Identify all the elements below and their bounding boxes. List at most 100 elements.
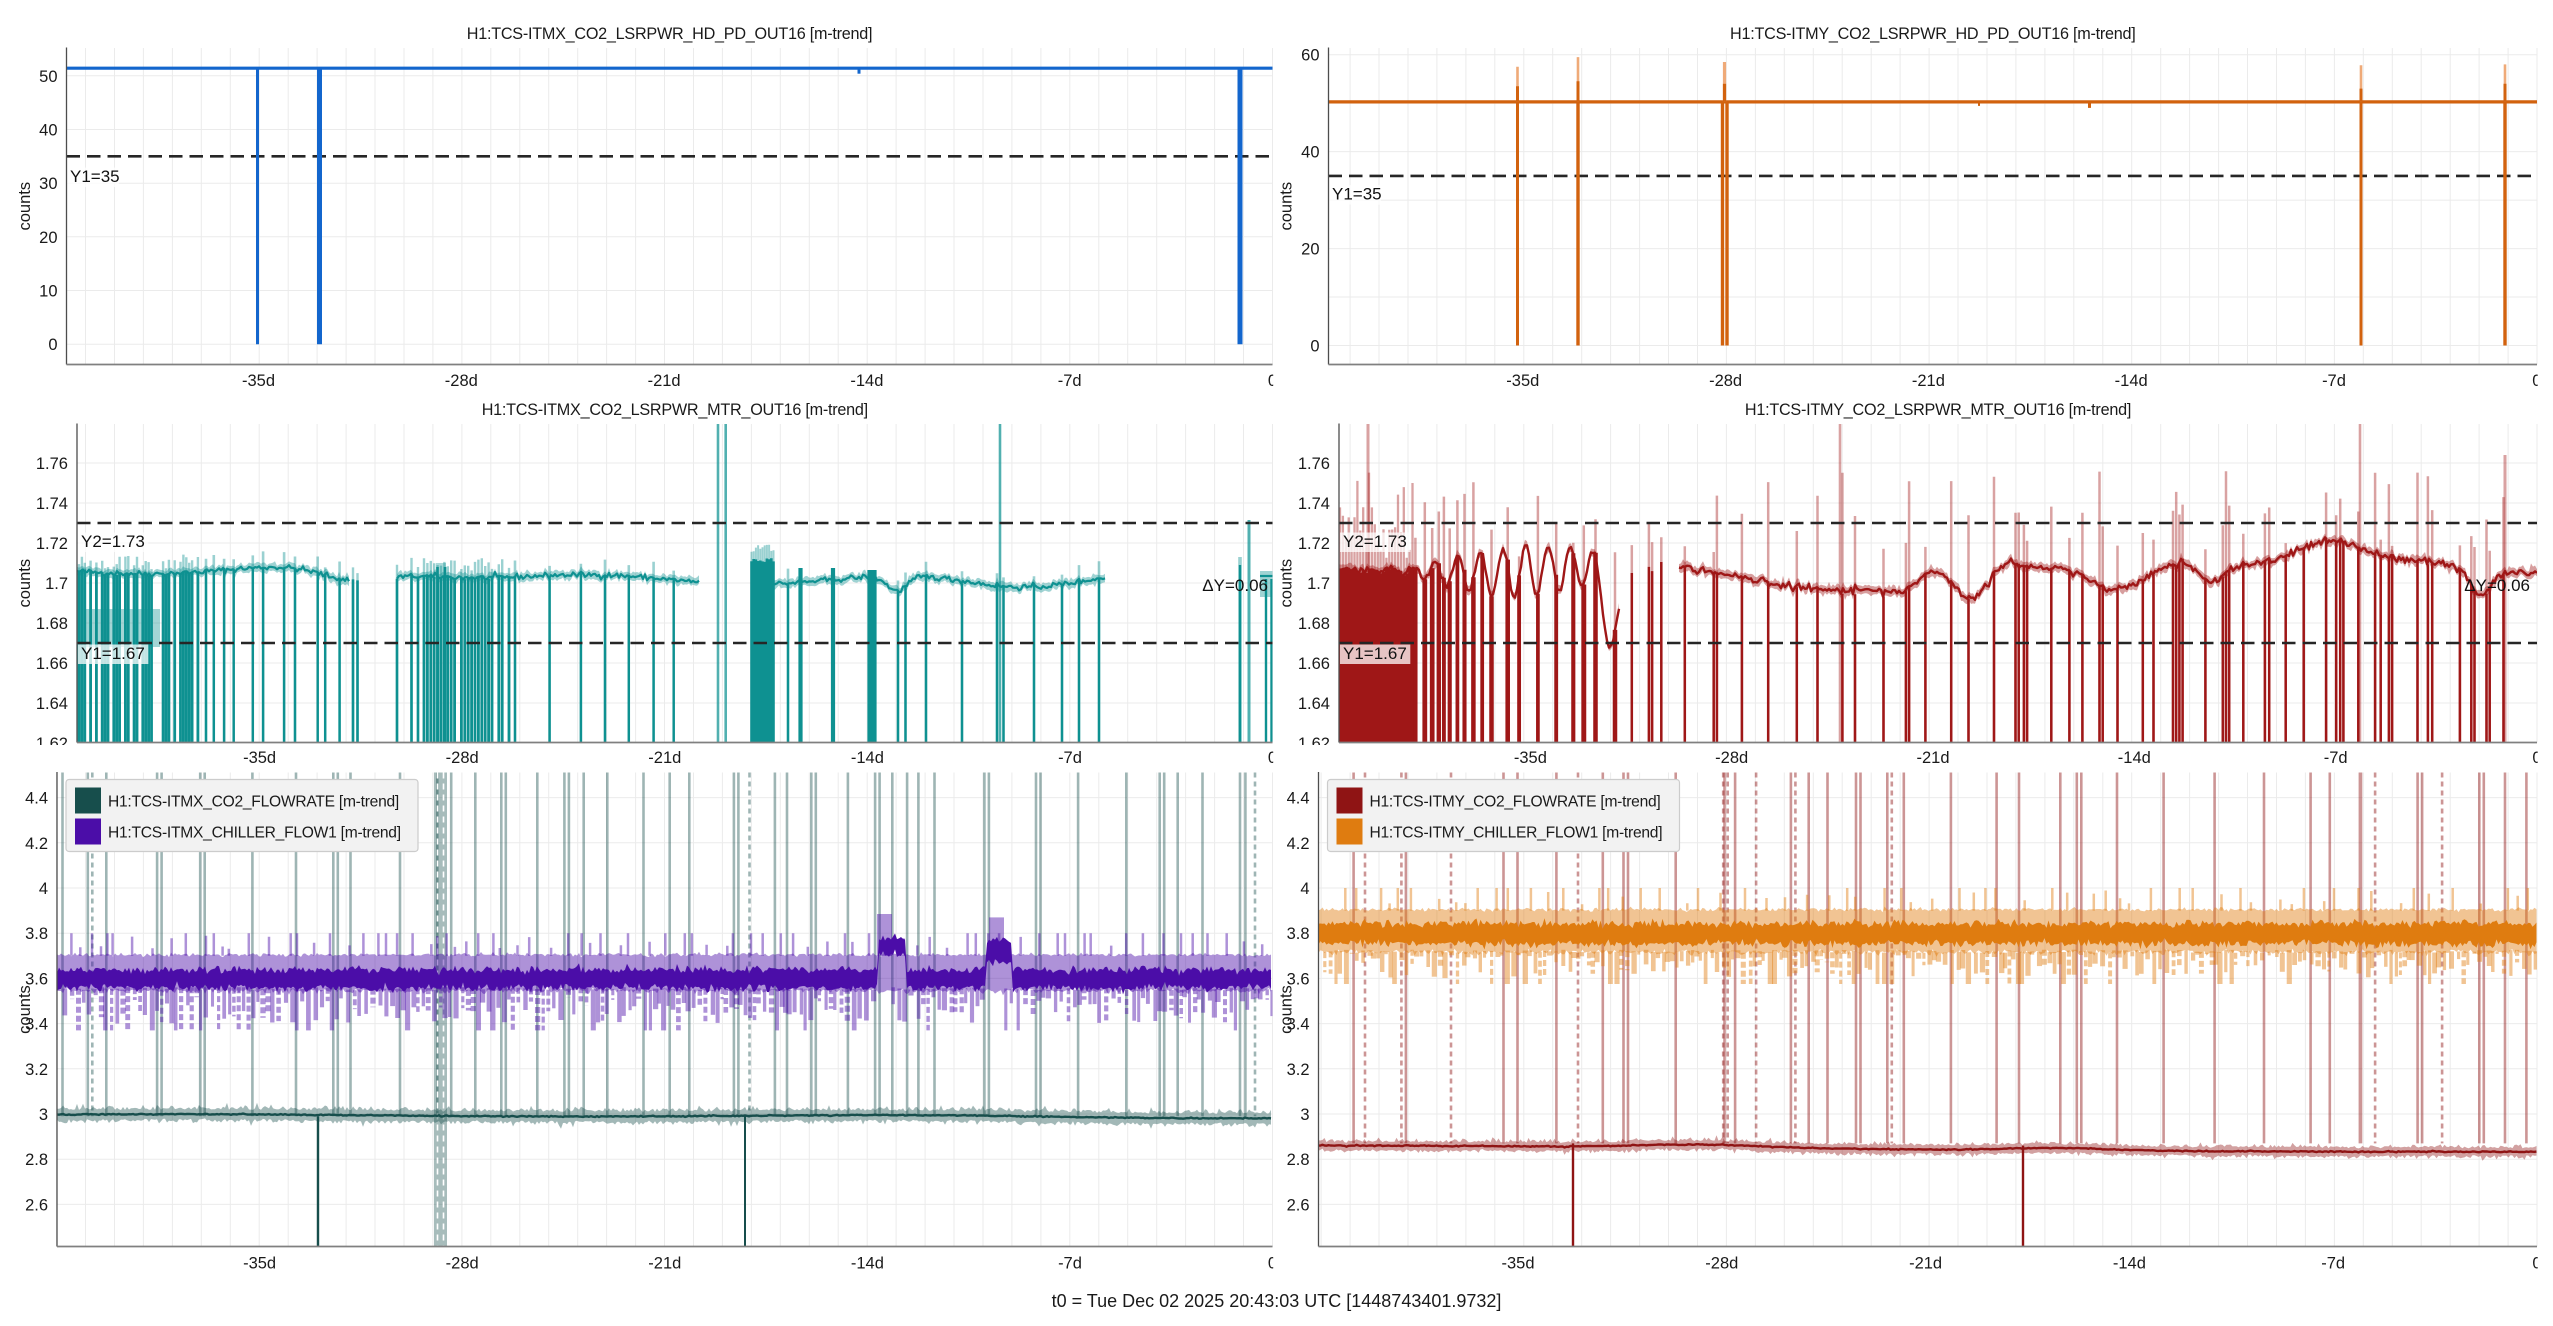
svg-text:40: 40 [39,122,57,140]
svg-text:-14d: -14d [851,749,884,767]
svg-text:1.74: 1.74 [36,495,68,513]
svg-text:-35d: -35d [1501,1255,1534,1273]
svg-text:counts: counts [16,985,34,1034]
svg-text:H1:TCS-ITMY_CO2_FLOWRATE [m-tr: H1:TCS-ITMY_CO2_FLOWRATE [m-trend] [1370,794,1661,811]
svg-text:0: 0 [2532,749,2541,767]
svg-text:2.6: 2.6 [25,1196,48,1214]
svg-text:H1:TCS-ITMX_CO2_LSRPWR_MTR_OUT: H1:TCS-ITMX_CO2_LSRPWR_MTR_OUT16 [m-tren… [482,401,868,419]
svg-text:-7d: -7d [2324,749,2348,767]
svg-text:1.7: 1.7 [1307,575,1330,593]
svg-text:-21d: -21d [1912,372,1945,390]
svg-text:4.4: 4.4 [1287,790,1310,808]
svg-text:counts: counts [1278,182,1296,231]
svg-text:1.68: 1.68 [1298,615,1330,633]
svg-text:1.72: 1.72 [36,535,68,553]
svg-text:t0 = Tue Dec 02 2025 20:43:03: t0 = Tue Dec 02 2025 20:43:03 UTC [14487… [1052,1291,1502,1311]
svg-text:-21d: -21d [648,1255,681,1273]
svg-text:-28d: -28d [1709,372,1742,390]
svg-text:Y2=1.73: Y2=1.73 [1343,532,1407,551]
svg-text:counts: counts [1278,559,1296,608]
svg-text:-21d: -21d [1909,1255,1942,1273]
svg-text:Y1=35: Y1=35 [1332,185,1382,204]
svg-text:1.64: 1.64 [36,695,68,713]
svg-text:0: 0 [1268,372,1277,390]
svg-text:1.76: 1.76 [36,455,68,473]
svg-text:Y1=35: Y1=35 [70,167,120,186]
svg-text:30: 30 [39,175,57,193]
svg-text:Y1=1.67: Y1=1.67 [81,644,145,663]
svg-text:-35d: -35d [242,372,275,390]
svg-text:1.76: 1.76 [1298,455,1330,473]
svg-text:H1:TCS-ITMY_CHILLER_FLOW1 [m-t: H1:TCS-ITMY_CHILLER_FLOW1 [m-trend] [1370,825,1663,842]
svg-text:-28d: -28d [446,1255,479,1273]
svg-text:1.68: 1.68 [36,615,68,633]
svg-text:-28d: -28d [446,749,479,767]
svg-text:-35d: -35d [243,749,276,767]
svg-text:-21d: -21d [1916,749,1949,767]
svg-text:-7d: -7d [1058,749,1082,767]
svg-text:counts: counts [1278,985,1296,1034]
svg-text:H1:TCS-ITMY_CO2_LSRPWR_MTR_OUT: H1:TCS-ITMY_CO2_LSRPWR_MTR_OUT16 [m-tren… [1745,401,2131,419]
svg-text:1.64: 1.64 [1298,695,1330,713]
svg-text:2.8: 2.8 [25,1151,48,1169]
svg-text:-7d: -7d [2322,372,2346,390]
svg-text:-21d: -21d [648,749,681,767]
svg-text:4: 4 [39,880,48,898]
svg-text:2.6: 2.6 [1287,1196,1310,1214]
svg-text:1.66: 1.66 [36,655,68,673]
svg-text:0: 0 [48,336,57,354]
svg-text:50: 50 [39,68,57,86]
svg-text:counts: counts [16,182,34,231]
svg-text:H1:TCS-ITMX_CO2_LSRPWR_HD_PD_O: H1:TCS-ITMX_CO2_LSRPWR_HD_PD_OUT16 [m-tr… [467,25,872,43]
svg-text:1.66: 1.66 [1298,655,1330,673]
svg-text:-7d: -7d [1058,1255,1082,1273]
svg-text:3.4: 3.4 [25,1016,48,1034]
svg-text:-28d: -28d [1715,749,1748,767]
svg-text:3.8: 3.8 [1287,925,1310,943]
svg-text:0: 0 [1268,749,1277,767]
svg-text:0: 0 [1268,1255,1277,1273]
svg-text:0: 0 [1310,338,1319,356]
svg-text:-14d: -14d [2118,749,2151,767]
svg-text:20: 20 [1301,241,1319,259]
svg-text:-35d: -35d [1514,749,1547,767]
svg-text:20: 20 [39,229,57,247]
svg-text:3.6: 3.6 [25,970,48,988]
svg-text:-14d: -14d [850,372,883,390]
svg-text:-28d: -28d [1705,1255,1738,1273]
svg-text:3.4: 3.4 [1287,1016,1310,1034]
svg-text:Y1=1.67: Y1=1.67 [1343,644,1407,663]
svg-text:H1:TCS-ITMX_CHILLER_FLOW1 [m-t: H1:TCS-ITMX_CHILLER_FLOW1 [m-trend] [108,825,401,842]
svg-text:-7d: -7d [2321,1255,2345,1273]
svg-text:-14d: -14d [2115,372,2148,390]
svg-text:10: 10 [39,283,57,301]
svg-text:ΔY=0.06: ΔY=0.06 [1202,576,1268,595]
svg-text:-28d: -28d [445,372,478,390]
svg-text:4.2: 4.2 [25,835,48,853]
svg-text:4.4: 4.4 [25,790,48,808]
svg-text:-14d: -14d [851,1255,884,1273]
svg-text:3.8: 3.8 [25,925,48,943]
svg-text:4: 4 [1300,880,1309,898]
svg-text:3.2: 3.2 [25,1061,48,1079]
svg-text:-35d: -35d [1506,372,1539,390]
svg-text:1.7: 1.7 [45,575,68,593]
svg-text:40: 40 [1301,144,1319,162]
svg-text:2.8: 2.8 [1287,1151,1310,1169]
svg-text:3.6: 3.6 [1287,970,1310,988]
svg-text:-35d: -35d [243,1255,276,1273]
svg-text:-14d: -14d [2113,1255,2146,1273]
svg-text:0: 0 [2532,372,2541,390]
svg-text:3: 3 [39,1106,48,1124]
svg-text:H1:TCS-ITMX_CO2_FLOWRATE [m-tr: H1:TCS-ITMX_CO2_FLOWRATE [m-trend] [108,794,399,811]
svg-text:3: 3 [1300,1106,1309,1124]
svg-text:0: 0 [2532,1255,2541,1273]
svg-text:1.72: 1.72 [1298,535,1330,553]
svg-text:counts: counts [16,559,34,608]
svg-text:-7d: -7d [1058,372,1082,390]
svg-text:ΔY=0.06: ΔY=0.06 [2464,576,2530,595]
svg-text:Y2=1.73: Y2=1.73 [81,532,145,551]
svg-text:H1:TCS-ITMY_CO2_LSRPWR_HD_PD_O: H1:TCS-ITMY_CO2_LSRPWR_HD_PD_OUT16 [m-tr… [1730,25,2135,43]
svg-text:60: 60 [1301,47,1319,65]
svg-text:1.74: 1.74 [1298,495,1330,513]
